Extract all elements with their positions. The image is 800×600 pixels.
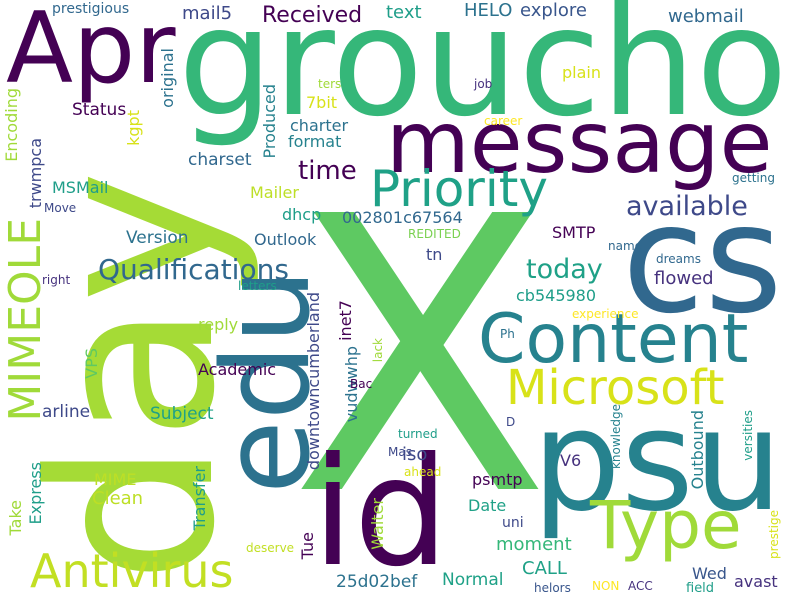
word-microsoft: Microsoft bbox=[506, 360, 725, 416]
word-charter: charter bbox=[290, 116, 349, 135]
word-msmail: MSMail bbox=[52, 178, 109, 197]
word-cb545980: cb545980 bbox=[516, 286, 597, 305]
word-tue: Tue bbox=[298, 532, 317, 560]
word-flowed: flowed bbox=[654, 268, 714, 289]
word-version: Version bbox=[126, 228, 189, 248]
word-text: text bbox=[386, 2, 422, 23]
word-wed: Wed bbox=[692, 564, 727, 583]
word-apr: Apr bbox=[6, 0, 176, 106]
word-charset: charset bbox=[188, 150, 252, 170]
word-d: D bbox=[506, 415, 516, 429]
word-25d02bef: 25d02bef bbox=[336, 572, 418, 592]
word-ph: Ph bbox=[500, 327, 515, 341]
word-status: Status bbox=[72, 100, 127, 120]
word-non: NON bbox=[592, 579, 620, 593]
word-7bit: 7bit bbox=[306, 93, 338, 112]
word-right: right bbox=[42, 273, 71, 287]
word-explore: explore bbox=[520, 0, 587, 21]
word-job: job bbox=[474, 77, 493, 91]
word-take: Take bbox=[6, 500, 25, 536]
word-knowledge: knowledge bbox=[609, 404, 623, 470]
word-mas: Mas bbox=[388, 445, 412, 459]
word-ters: ters bbox=[318, 77, 342, 91]
word-produced: Produced bbox=[260, 84, 279, 159]
word-qualifications: Qualifications bbox=[98, 253, 289, 286]
word-uni: uni bbox=[502, 515, 524, 531]
word-dhcp: dhcp bbox=[282, 205, 322, 224]
word-avast: avast bbox=[734, 572, 778, 591]
word-dreams: dreams bbox=[656, 252, 701, 266]
word-call: CALL bbox=[522, 558, 567, 579]
word-acc: ACC bbox=[628, 579, 653, 593]
word-prestigious: prestigious bbox=[52, 1, 130, 17]
word-experience: experience bbox=[572, 307, 639, 321]
word-cs: cs bbox=[622, 173, 783, 347]
word-date: Date bbox=[468, 496, 507, 515]
word-message: message bbox=[386, 93, 773, 193]
word-original: original bbox=[158, 48, 177, 108]
word-getting: getting bbox=[732, 171, 775, 185]
word-id: id bbox=[312, 426, 449, 600]
word-mime: MIME bbox=[94, 470, 137, 489]
word-clean: Clean bbox=[92, 488, 144, 509]
word-turned: turned bbox=[398, 427, 438, 441]
word-v6: V6 bbox=[560, 451, 582, 470]
word-format: format bbox=[288, 132, 342, 151]
word-walter: Walter bbox=[368, 498, 387, 550]
word-tn: tn bbox=[426, 245, 443, 264]
word-normal: Normal bbox=[442, 570, 504, 590]
word-mimeole: MIMEOLE bbox=[0, 218, 51, 422]
word-ahead: ahead bbox=[404, 465, 442, 479]
word-versities: versities bbox=[741, 410, 755, 461]
word-psmtp: psmtp bbox=[472, 470, 523, 489]
word-express: Express bbox=[26, 462, 45, 525]
word-prestige: prestige bbox=[767, 510, 781, 559]
word-inet7: inet7 bbox=[336, 300, 355, 341]
word-career: career bbox=[484, 114, 523, 128]
word-encoding: Encoding bbox=[2, 88, 21, 162]
word-trwmpca: trwmpca bbox=[26, 138, 45, 209]
word-antivirus: Antivirus bbox=[30, 544, 234, 598]
word-smtp: SMTP bbox=[552, 223, 596, 242]
word-mail5: mail5 bbox=[182, 3, 233, 24]
word-iso: iso bbox=[402, 444, 428, 465]
word-psu: psu bbox=[532, 380, 783, 543]
word-kgpt: kgpt bbox=[124, 110, 143, 146]
word-transfer: Transfer bbox=[190, 466, 209, 531]
word-groucho: groucho bbox=[178, 0, 788, 150]
word-deserve: deserve bbox=[246, 541, 295, 555]
word-moment: moment bbox=[496, 534, 572, 555]
word-002801c67564: 002801c67564 bbox=[342, 208, 463, 227]
word-plain: plain bbox=[562, 63, 601, 82]
word-outbound: Outbound bbox=[688, 410, 707, 490]
word-redited: REDITED bbox=[408, 227, 461, 241]
word-content: Content bbox=[478, 300, 749, 379]
word-field: field bbox=[686, 581, 715, 596]
word-move: Move bbox=[44, 201, 77, 215]
word-subject: Subject bbox=[150, 404, 214, 424]
word-outlook: Outlook bbox=[254, 230, 317, 249]
word-letters: letters bbox=[238, 279, 277, 293]
word-today: today bbox=[526, 254, 603, 285]
word-helors: helors bbox=[534, 581, 571, 595]
word-type: Type bbox=[590, 487, 742, 564]
word-webmail: webmail bbox=[668, 6, 744, 27]
word-arline: arline bbox=[42, 402, 91, 422]
word-downtowncumberland: downtowncumberland bbox=[304, 292, 323, 471]
word-received: Received bbox=[262, 3, 363, 28]
word-name: name bbox=[608, 239, 643, 253]
word-academic: Academic bbox=[198, 360, 277, 379]
word-reply: reply bbox=[198, 315, 239, 334]
word-vps: VPS bbox=[82, 348, 101, 379]
word-lack: lack bbox=[371, 338, 385, 363]
word-priority: Priority bbox=[370, 160, 548, 218]
word-available: available bbox=[626, 191, 748, 222]
word-helo: HELO bbox=[464, 0, 513, 21]
word-time: time bbox=[298, 156, 357, 186]
word-mailer: Mailer bbox=[250, 183, 299, 202]
word-x: X bbox=[290, 136, 551, 579]
word-bac: Bac bbox=[350, 377, 373, 391]
